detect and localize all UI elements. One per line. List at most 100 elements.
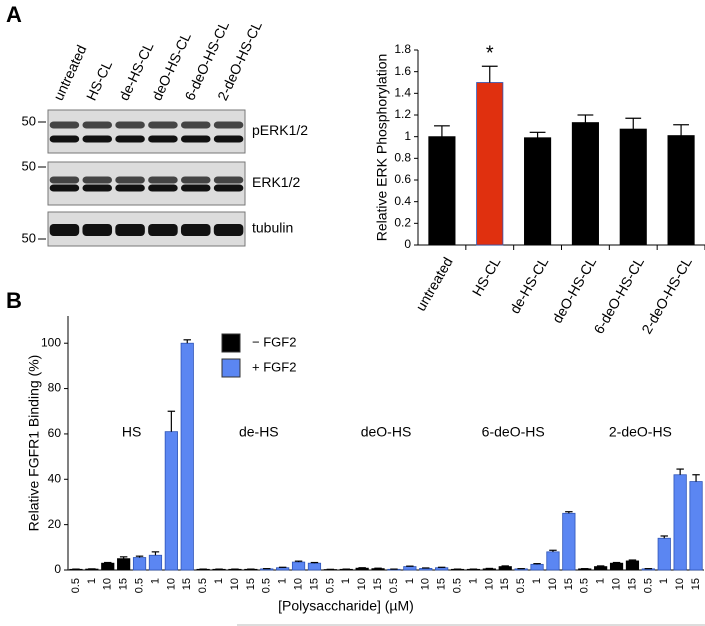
panel-label: B [6, 288, 22, 313]
blot-band [148, 184, 178, 192]
error-bar [119, 556, 128, 559]
x-tick-label: 1 [213, 578, 225, 584]
x-tick-label: 1 [86, 578, 98, 584]
bar [667, 135, 695, 246]
y-tick-label: 60 [48, 426, 62, 440]
x-tick-label: de-HS-CL [506, 254, 551, 316]
legend-label: − FGF2 [252, 334, 296, 349]
error-bar [692, 474, 700, 482]
bar [625, 560, 640, 571]
x-tick-label: 0.5 [388, 578, 400, 593]
row-label: tubulin [252, 220, 293, 236]
error-bar [151, 551, 160, 556]
x-tick-label: 1 [531, 578, 543, 584]
bar [371, 568, 385, 571]
error-bar [628, 559, 637, 561]
x-tick-label: 10 [674, 578, 686, 590]
bar [530, 563, 544, 571]
lane-label: HS-CL [83, 58, 115, 103]
x-tick-label: 0.5 [642, 578, 654, 593]
blot-band [115, 176, 145, 184]
group-label: de-HS [239, 424, 279, 440]
x-tick-label: 0.5 [197, 578, 209, 593]
group-label: 2-deO-HS [609, 424, 672, 440]
y-tick-label: 0.6 [394, 172, 411, 186]
blot-band [82, 121, 113, 129]
x-tick-label: 15 [245, 578, 257, 590]
blot-band [115, 135, 145, 143]
x-tick-label: 2-deO-HS-CL [638, 254, 695, 336]
bar [476, 82, 504, 246]
bar [101, 562, 115, 571]
x-tick-label: 1 [658, 578, 670, 584]
bar [546, 551, 560, 571]
x-tick-label: 15 [436, 578, 448, 590]
blot-band [49, 176, 80, 184]
bar [428, 136, 456, 246]
blot-band [82, 224, 113, 236]
mw-marker: 50 [22, 113, 36, 128]
x-tick-label: 10 [229, 578, 241, 590]
bar [117, 558, 131, 571]
bar [562, 512, 576, 571]
y-tick-label: 1 [404, 129, 411, 143]
blot-band [148, 121, 178, 129]
x-tick-label: 10 [483, 578, 495, 590]
y-tick-label: 0.8 [394, 151, 411, 165]
x-tick-label: 1 [277, 578, 289, 584]
x-tick-label: 0.5 [133, 578, 145, 593]
error-bar [529, 131, 546, 138]
x-tick-label: 15 [690, 578, 702, 590]
blot-band [115, 184, 145, 192]
y-tick-label: 1.4 [394, 86, 411, 100]
x-tick-label: 6-deO-HS-CL [590, 254, 647, 336]
blot-band [213, 224, 244, 236]
error-bar [167, 410, 176, 432]
blot-band [180, 176, 211, 184]
error-bar [676, 468, 684, 475]
x-tick-label: 0.5 [451, 578, 463, 593]
y-tick-label: 100 [41, 335, 61, 349]
blot-box [47, 211, 246, 247]
blot-band [148, 176, 178, 184]
bar [148, 554, 163, 571]
x-tick-label: 10 [420, 578, 432, 590]
x-tick-label: untreated [412, 254, 455, 313]
blot-band [180, 121, 211, 129]
x-axis-title: [Polysaccharide] (µM) [278, 598, 414, 614]
blot-band [148, 224, 178, 236]
x-tick-label: 15 [626, 578, 638, 590]
blot-band [180, 184, 211, 192]
y-tick-label: 80 [48, 381, 62, 395]
y-tick-label: 1.6 [394, 64, 411, 78]
legend-label: + FGF2 [252, 359, 296, 374]
bar [403, 566, 417, 571]
error-bar [565, 511, 573, 514]
error-bar [183, 339, 191, 344]
legend-swatch [221, 358, 241, 378]
x-tick-label: 1 [340, 578, 352, 584]
y-tick-label: 0.2 [394, 216, 411, 230]
y-axis-title: Relative FGFR1 Binding (%) [26, 355, 42, 532]
x-tick-label: 1 [149, 578, 161, 584]
bar [291, 561, 306, 571]
x-tick-label: 10 [292, 578, 304, 590]
bar [524, 137, 552, 246]
x-tick-label: HS-CL [469, 254, 504, 299]
bar [164, 431, 178, 571]
x-tick-label: 1 [467, 578, 479, 584]
x-tick-label: 1 [595, 578, 607, 584]
blot-band [213, 176, 244, 184]
bar [307, 562, 322, 571]
error-bar [577, 114, 594, 123]
blot-band [82, 135, 113, 143]
y-tick-label: 1.2 [394, 107, 411, 121]
x-tick-label: 0.5 [579, 578, 591, 593]
bar [657, 537, 671, 571]
group-label: 6-deO-HS [482, 424, 545, 440]
error-bar [135, 555, 144, 558]
bar [355, 567, 369, 571]
x-tick-label: 15 [118, 578, 130, 590]
bar [498, 566, 512, 571]
